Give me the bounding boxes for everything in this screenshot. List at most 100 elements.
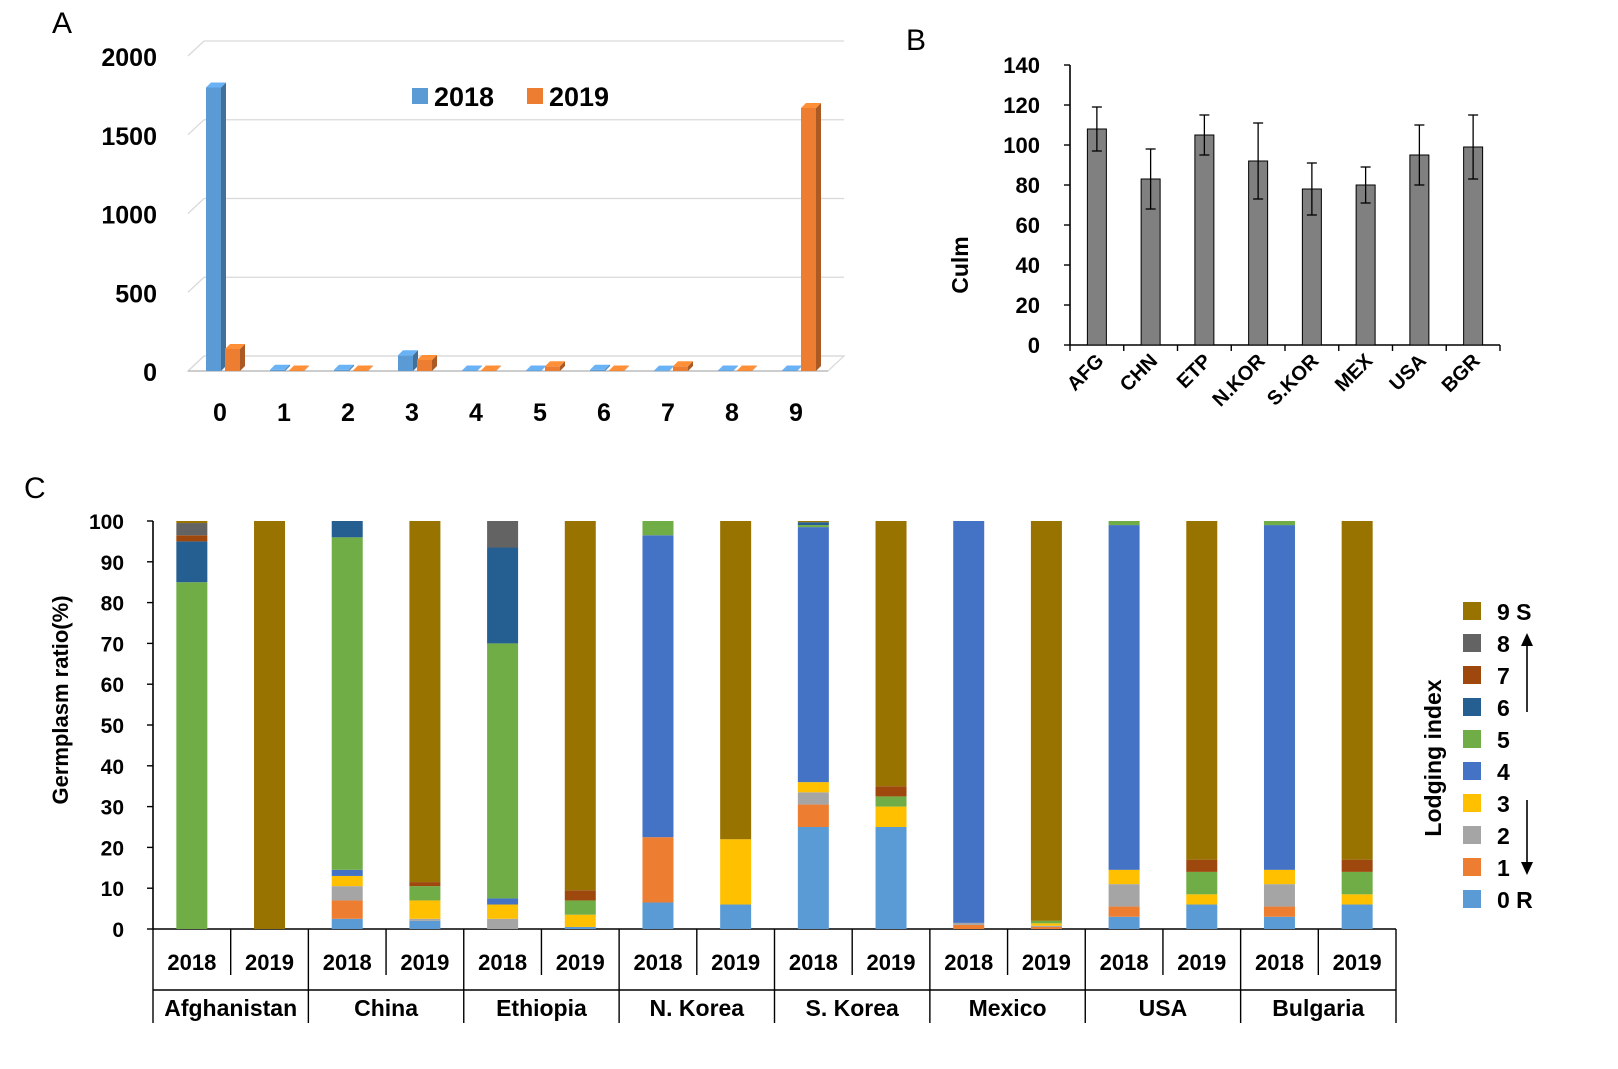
error-bar-b-USA <box>1414 124 1425 186</box>
x-tick-label-a: 7 <box>661 399 675 427</box>
legend-title-c: Lodging index <box>1420 679 1446 836</box>
bar-a-front <box>737 370 752 372</box>
segment-index-3 <box>1108 869 1140 885</box>
y-tick-label-b: 20 <box>1016 293 1040 318</box>
error-bar-b-AFG <box>1091 106 1102 152</box>
segment-index-2 <box>1030 925 1062 927</box>
x-tick-label-b: ETP <box>1173 350 1216 393</box>
x-tick-label-year: 2018 <box>789 950 838 975</box>
stacked-bar-c-afghanistan-2018 <box>176 521 208 929</box>
segment-index-3 <box>409 900 441 919</box>
x-tick-label-b: MEX <box>1331 350 1378 397</box>
x-tick-label-b: BGR <box>1438 350 1485 397</box>
legend-label-index-5: 5 <box>1497 727 1510 753</box>
bar-a-front <box>225 348 240 371</box>
bar-a-side <box>560 361 565 371</box>
legend-swatch-index-6 <box>1463 698 1481 716</box>
panel-b-chart: 0 20 40 60 80 100 120 140 Culm AFG CHN ETPN.KORS.KO… <box>947 53 1501 411</box>
segment-index-5 <box>176 582 208 929</box>
x-tick-label-year: 2019 <box>245 950 294 975</box>
y-tick-label-b: 100 <box>1003 133 1040 158</box>
x-tick-label-a: 6 <box>597 399 611 427</box>
stacked-bar-c-ethiopia-2018 <box>487 521 519 929</box>
segment-index-5 <box>1186 871 1218 895</box>
stacked-bar-c-bulgaria-2019 <box>1341 521 1373 929</box>
segment-index-1 <box>1030 926 1062 929</box>
legend-label-index-7: 7 <box>1497 663 1510 689</box>
segment-index-0 <box>1186 904 1218 929</box>
bar-a-top <box>782 365 802 371</box>
legend-swatch-index-2 <box>1463 826 1481 844</box>
y-tick-label-c: 20 <box>101 837 124 860</box>
bar-a-front <box>270 369 285 371</box>
gridline-a-side <box>187 119 205 136</box>
y-axis-label-b: Culm <box>947 236 973 294</box>
x-tick-label-year: 2018 <box>478 950 527 975</box>
x-group-label-c: Afghanistan <box>164 995 297 1021</box>
bar-a-side <box>477 365 482 371</box>
bar-a-front <box>545 366 560 371</box>
legend-label-index-2: 2 <box>1497 823 1510 849</box>
segment-index-7 <box>409 882 441 887</box>
segment-index-7 <box>1341 859 1373 872</box>
bar-a-front <box>526 370 541 372</box>
y-tick-label-a: 500 <box>115 280 157 308</box>
x-tick-label-a: 9 <box>789 399 803 427</box>
x-group-label-c: S. Korea <box>806 995 900 1021</box>
legend-label-2018: 2018 <box>434 82 494 112</box>
segment-index-2 <box>1108 884 1140 907</box>
stacked-bar-c-usa-2018 <box>1108 521 1140 929</box>
segment-index-1 <box>642 837 674 903</box>
bar-a-2018-cat-3 <box>398 350 418 371</box>
x-tick-label-a: 5 <box>533 399 547 427</box>
bar-a-top <box>481 365 501 371</box>
segment-index-2 <box>797 792 829 805</box>
bar-a-2019-cat-4 <box>481 365 501 372</box>
segment-index-9 <box>720 521 752 840</box>
segment-index-5 <box>1108 521 1140 526</box>
stacked-bar-c-ethiopia-2019 <box>564 521 596 929</box>
segment-index-5 <box>875 796 907 807</box>
x-group-label-c: Ethiopia <box>496 995 587 1021</box>
legend-label-index-0: 0 R <box>1497 887 1533 913</box>
bar-a-top <box>334 364 354 370</box>
y-tick-label-c: 80 <box>101 593 124 616</box>
x-tick-label-a: 1 <box>277 399 291 427</box>
segment-index-9 <box>875 521 907 787</box>
segment-index-0 <box>409 920 441 929</box>
panel-a-chart: 0 500 1000 1500 2000 0 1 2 3 4 5 6 7 8 9 2018 2019 <box>101 40 846 427</box>
bar-a-side <box>221 82 226 371</box>
segment-index-3 <box>875 806 907 827</box>
bar-b-ETP <box>1194 134 1215 346</box>
stacked-bar-c-china-2018 <box>331 521 363 929</box>
error-bar-b-N.KOR <box>1253 122 1264 200</box>
bar-a-2018-cat-4 <box>462 365 482 372</box>
segment-index-2 <box>409 918 441 921</box>
bar-a-front <box>417 359 432 371</box>
legend-swatch-index-5 <box>1463 730 1481 748</box>
segment-index-1 <box>1108 906 1140 917</box>
segment-index-5 <box>564 900 596 915</box>
bar-a-top <box>417 354 437 360</box>
y-tick-label-c: 0 <box>112 919 124 942</box>
bar-a-2019-cat-2 <box>353 365 373 372</box>
legend-swatch-index-8 <box>1463 634 1481 652</box>
y-tick-label-c: 40 <box>101 756 124 779</box>
bar-a-2018-cat-1 <box>270 364 290 371</box>
y-tick-label-c: 90 <box>101 552 124 575</box>
arrow-up-icon <box>1521 633 1533 646</box>
bar-a-front <box>334 369 349 371</box>
bar-a-side <box>496 365 501 371</box>
segment-index-6 <box>487 547 519 644</box>
stacked-bar-c-china-2019 <box>409 521 441 929</box>
segment-index-0 <box>642 902 674 929</box>
bar-a-front <box>673 366 688 371</box>
y-tick-label-b: 40 <box>1016 253 1040 278</box>
bar-a-top <box>206 82 226 88</box>
bar-a-front <box>398 355 413 371</box>
bar-a-front <box>462 370 477 372</box>
stacked-bar-c-nkorea-2019 <box>720 521 752 929</box>
segment-index-1 <box>797 804 829 827</box>
bar-a-top <box>462 365 482 371</box>
legend-swatch-2018 <box>412 88 428 104</box>
